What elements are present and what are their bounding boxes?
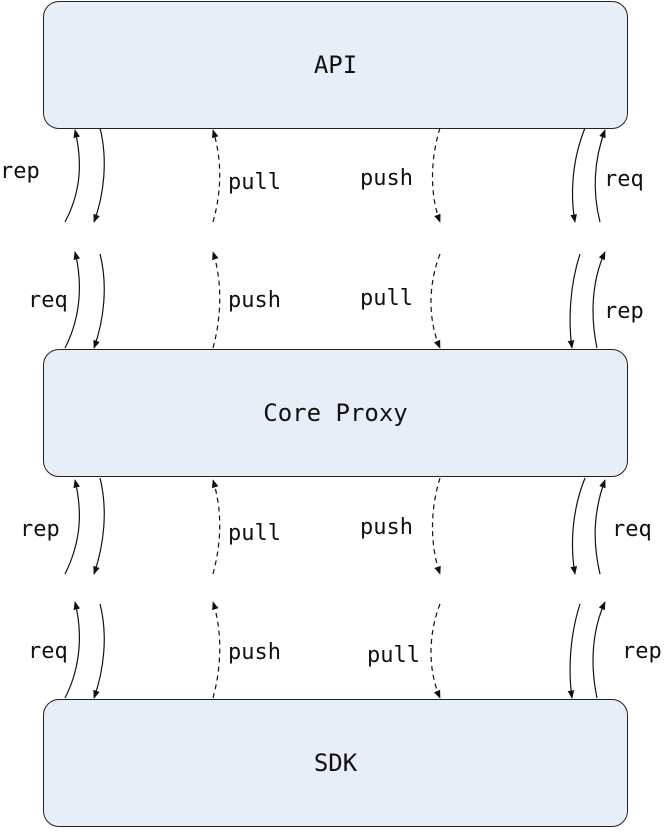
label-rep: rep (0, 159, 40, 184)
api-label: API (313, 51, 358, 79)
api-proxy-lower-arrows (64, 251, 606, 349)
api-box: API (43, 1, 628, 129)
label-req: req (612, 517, 652, 542)
label-pull: pull (360, 286, 413, 311)
proxy-sdk-upper-arrows (64, 477, 606, 575)
label-push: push (228, 640, 281, 665)
right-down-arrow (570, 477, 586, 575)
left-req-arrow (64, 251, 81, 349)
right-push-arrow (431, 127, 441, 223)
left-push-arrow (212, 601, 221, 699)
left-pull-arrow (211, 129, 221, 223)
label-push: push (228, 288, 281, 313)
label-pull: pull (228, 170, 281, 195)
core-proxy-label: Core Proxy (263, 399, 408, 427)
left-push-arrow (212, 251, 221, 349)
label-push: push (360, 515, 413, 540)
left-down-arrow (93, 253, 105, 349)
label-rep: rep (20, 517, 60, 542)
label-rep: rep (622, 639, 662, 664)
right-down-arrow (570, 127, 586, 223)
label-req: req (28, 639, 68, 664)
right-down-arrow (567, 603, 581, 699)
right-req-arrow (594, 479, 606, 575)
right-down-arrow (567, 253, 581, 349)
right-pull-arrow (430, 603, 441, 699)
api-proxy-upper-arrows (64, 127, 606, 223)
label-pull: pull (367, 643, 420, 668)
right-pull-arrow (430, 253, 441, 349)
right-req-arrow (594, 129, 606, 223)
left-pull-arrow (211, 479, 221, 575)
sdk-label: SDK (313, 749, 358, 777)
left-req-arrow (64, 601, 81, 699)
left-rep-arrow (64, 479, 80, 575)
left-down-arrow (93, 603, 105, 699)
proxy-sdk-lower-arrows (64, 601, 606, 699)
left-down-arrow (93, 477, 105, 575)
label-rep: rep (604, 299, 644, 324)
sdk-box: SDK (43, 699, 628, 827)
left-rep-arrow (64, 129, 80, 223)
right-rep-arrow (592, 601, 606, 699)
right-rep-arrow (592, 251, 606, 349)
core-proxy-box: Core Proxy (43, 349, 628, 477)
left-down-arrow (93, 127, 105, 223)
label-req: req (28, 288, 68, 313)
label-req: req (604, 167, 644, 192)
label-pull: pull (228, 521, 281, 546)
label-push: push (360, 166, 413, 191)
right-push-arrow (431, 477, 441, 575)
